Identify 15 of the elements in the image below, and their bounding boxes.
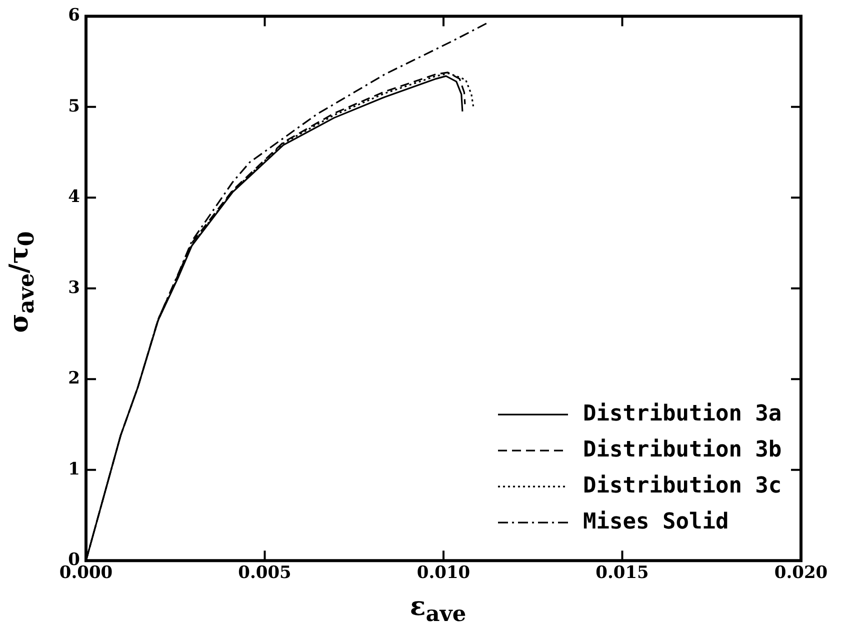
y-tick-label: 3 [68,278,80,298]
y-tick-label: 6 [68,6,80,26]
x-tick-label: 0.020 [774,563,828,584]
legend-label: Distribution 3a [583,401,782,426]
y-tick-label: 5 [68,96,80,116]
legend-label: Distribution 3b [583,437,782,462]
y-tick-label: 2 [68,368,80,389]
legend-label: Distribution 3c [583,473,782,498]
x-axis-title: ε$_{ave}$ [410,592,466,628]
x-tick-label: 0.010 [416,563,470,584]
legend-label: Mises Solid [583,509,729,534]
y-tick-label: 4 [68,187,80,208]
x-tick-label: 0.015 [596,563,649,584]
y-tick-label: 1 [68,459,80,480]
x-tick-label: 0.005 [238,563,292,584]
